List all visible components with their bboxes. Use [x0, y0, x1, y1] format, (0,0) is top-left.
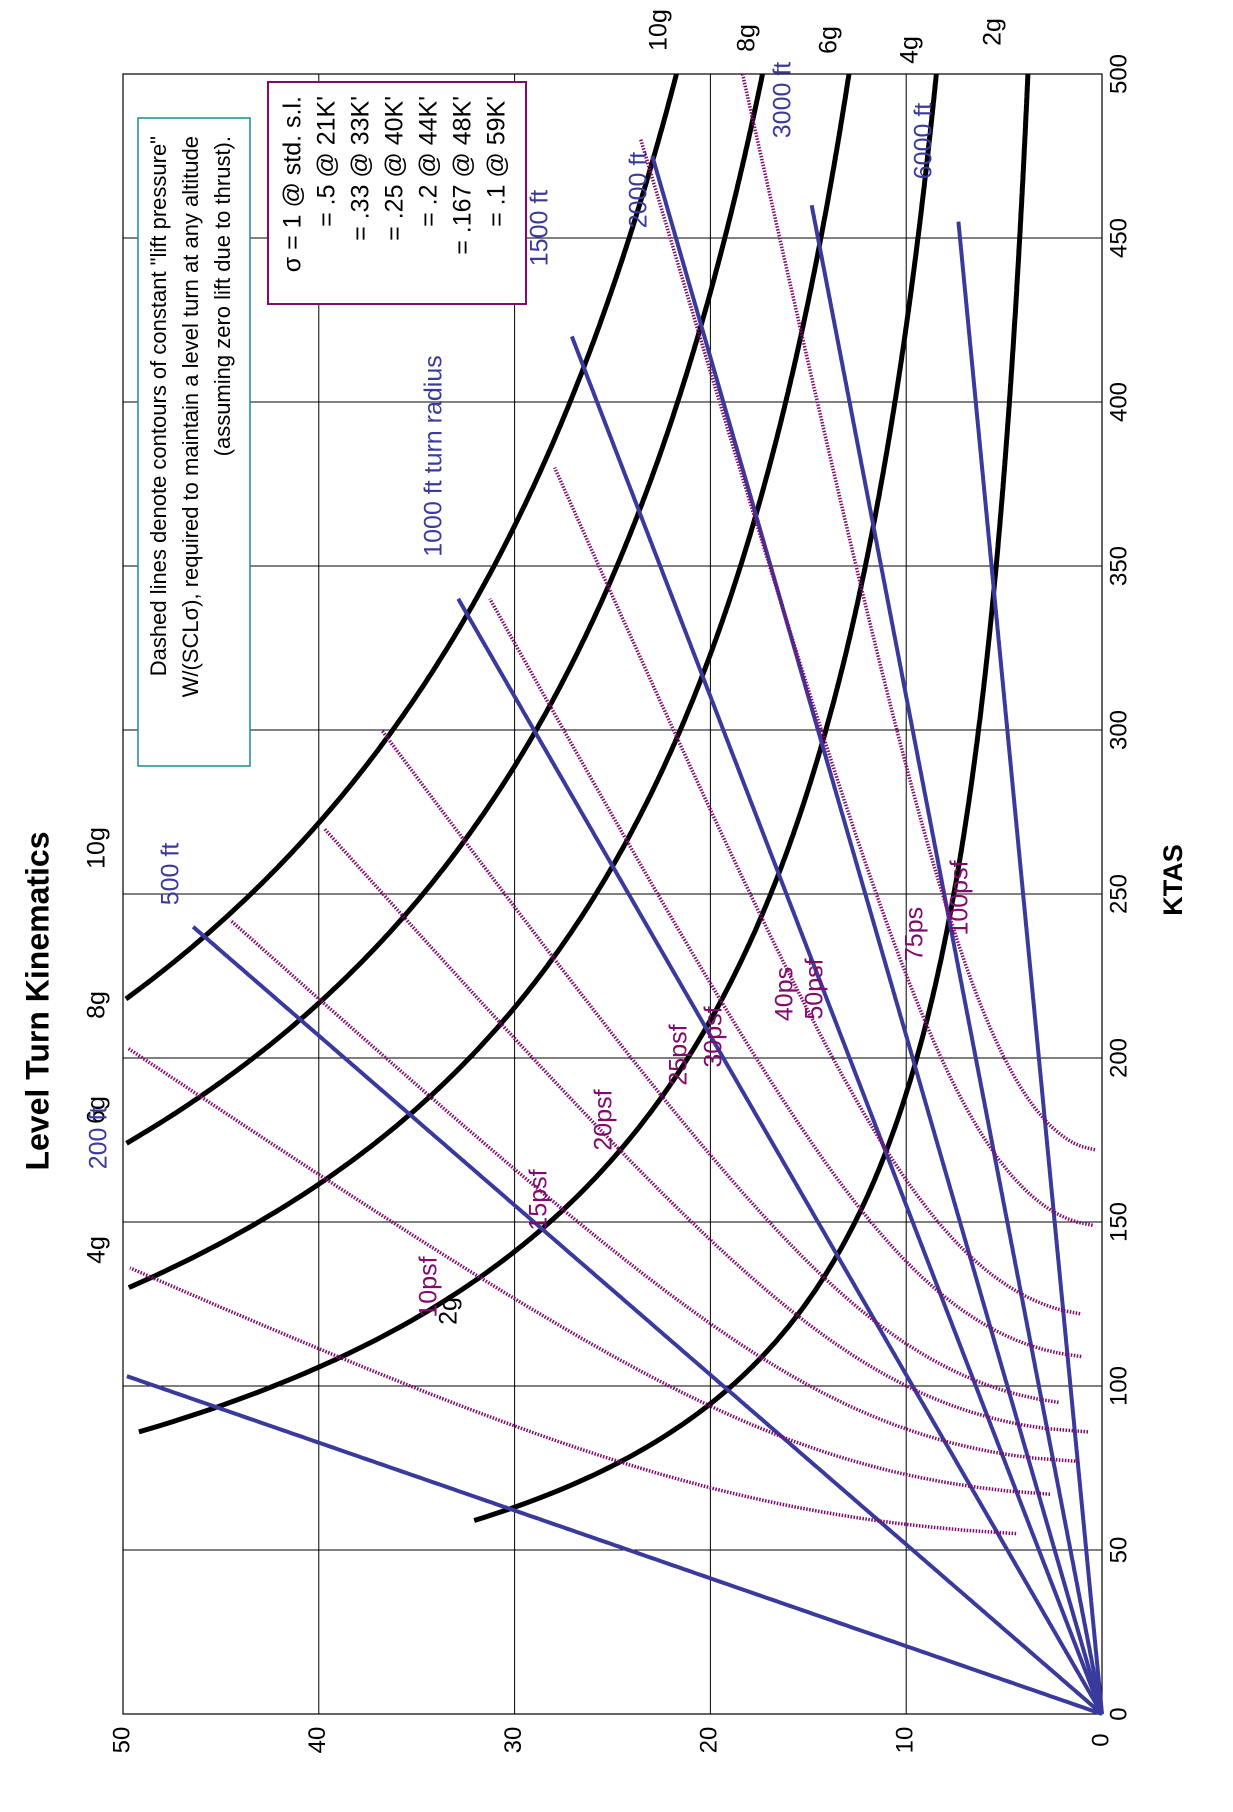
grid: [122, 73, 1103, 1715]
plot-frame: [122, 73, 1103, 1715]
x-tick-label: 350: [1105, 546, 1132, 586]
g-label-8g: 8g: [83, 991, 111, 1019]
radius-label: 1000 ft turn radius: [420, 355, 448, 557]
radius-line-200ft: [126, 1374, 1103, 1716]
psf-line-25psf: [322, 827, 1089, 1434]
radius-label: 1500 ft: [526, 190, 554, 267]
g-end-label-4g: 4g: [896, 36, 924, 64]
x-tick-label: 250: [1105, 874, 1132, 914]
y-tick-label: 30: [500, 1727, 527, 1754]
g-label-10g: 10g: [83, 827, 111, 869]
note-line: W/(SCLσ), required to maintain a level t…: [178, 136, 203, 697]
note-line: Dashed lines denote contours of constant…: [146, 136, 171, 676]
psf-label-15psf: 15psf: [525, 1169, 553, 1230]
sigma-line: σ = 1 @ std. s.l.: [279, 96, 307, 272]
radius-line-500ft: [191, 925, 1104, 1716]
psf-label-100psf: 100psf: [946, 860, 974, 935]
g-label-2g: 2g: [435, 1297, 463, 1325]
radius-label: 2000 ft: [625, 152, 653, 229]
psf-label-25psf: 25psf: [665, 1024, 693, 1085]
psf-label-10psf: 10psf: [415, 1256, 443, 1317]
psf-label-30psf: 30psf: [700, 1006, 728, 1067]
titles: Level Turn KinematicsKTASTurn Rate (deg/…: [19, 831, 1188, 1170]
g-label-4g: 4g: [83, 1236, 111, 1264]
note-box: [137, 117, 251, 767]
psf-label-40ps: 40ps: [771, 967, 799, 1021]
curve-labels: 2g 4g 6g 8g 10g 2g 4g 6g 8g 10g 200 ft 500 ft 1000 f…: [83, 9, 1007, 1325]
psf-label-50psf: 50psf: [801, 958, 829, 1019]
sigma-line: = .2 @ 44K': [415, 96, 443, 227]
psf-line-50psf: [553, 466, 1081, 1316]
g-curve-6g: [127, 73, 852, 1290]
y-tick-label: 40: [304, 1727, 331, 1754]
y-tick-label: 50: [108, 1727, 135, 1754]
radius-line-2000ft: [650, 155, 1104, 1715]
sigma-line: = .33 @ 33K': [347, 96, 375, 241]
sigma-line: = .25 @ 40K': [381, 96, 409, 241]
x-tick-label: 200: [1105, 1038, 1132, 1078]
y-tick-label: 10: [892, 1727, 919, 1754]
g-end-label-10g: 10g: [645, 9, 673, 51]
g-curve-2g: [473, 73, 1031, 1523]
psf-line-30psf: [380, 728, 1059, 1405]
g-curve-8g: [125, 73, 765, 1146]
annotation-boxes: Dashed lines denote contours of constant…: [137, 81, 527, 767]
g-end-label-6g: 6g: [815, 26, 843, 54]
x-axis-title: KTAS: [1158, 844, 1188, 916]
psf-line-100psf: [740, 73, 1096, 1152]
sigma-line: = .167 @ 48K': [449, 96, 477, 255]
radius-line-3000ft: [809, 204, 1104, 1715]
psf-line-75ps: [639, 139, 1093, 1228]
y-tick-label: 0: [1087, 1733, 1114, 1746]
chart-title: Level Turn Kinematics: [19, 831, 55, 1170]
load-factor-curves: [124, 73, 1031, 1523]
radius-label: 500 ft: [157, 843, 185, 906]
radius-line-1500ft: [569, 335, 1104, 1715]
psf-line-10psf: [129, 1266, 1017, 1536]
radius-label: 200 ft: [85, 1107, 113, 1170]
y-tick-label: 20: [696, 1727, 723, 1754]
x-tick-label: 450: [1105, 218, 1132, 258]
g-label-6g: 6g: [83, 1096, 111, 1124]
g-curve-4g: [138, 73, 939, 1435]
sigma-line: = .5 @ 21K': [313, 96, 341, 227]
x-tick-label: 150: [1105, 1202, 1132, 1242]
x-tick-label: 400: [1105, 382, 1132, 422]
g-curve-10g: [124, 73, 679, 1002]
psf-line-15psf: [126, 1046, 1051, 1496]
sigma-box: [267, 81, 527, 305]
radius-label: 3000 ft: [769, 62, 797, 139]
x-tick-label: 0: [1105, 1707, 1132, 1720]
g-end-label-8g: 8g: [733, 24, 761, 52]
radius-label: 6000 ft: [910, 103, 938, 180]
psf-label-75ps: 75ps: [901, 907, 929, 961]
sigma-line: = .1 @ 59K': [483, 96, 511, 227]
lift-pressure-lines: [126, 73, 1096, 1536]
tick-labels: 0 50 100 150 200 250 300 350 400 450 500 0 10 20 30 40 5…: [108, 54, 1132, 1753]
x-tick-label: 50: [1105, 1537, 1132, 1564]
radius-line-6000ft: [956, 221, 1104, 1715]
psf-label-20psf: 20psf: [590, 1089, 618, 1150]
g-end-label-2g: 2g: [979, 18, 1007, 46]
x-tick-label: 300: [1105, 710, 1132, 750]
radius-line-1000ft: [456, 597, 1104, 1715]
turn-radius-lines: [126, 155, 1104, 1716]
x-tick-label: 500: [1105, 54, 1132, 94]
x-tick-label: 100: [1105, 1366, 1132, 1406]
note-line: (assuming zero lift due to thrust).: [210, 136, 235, 456]
